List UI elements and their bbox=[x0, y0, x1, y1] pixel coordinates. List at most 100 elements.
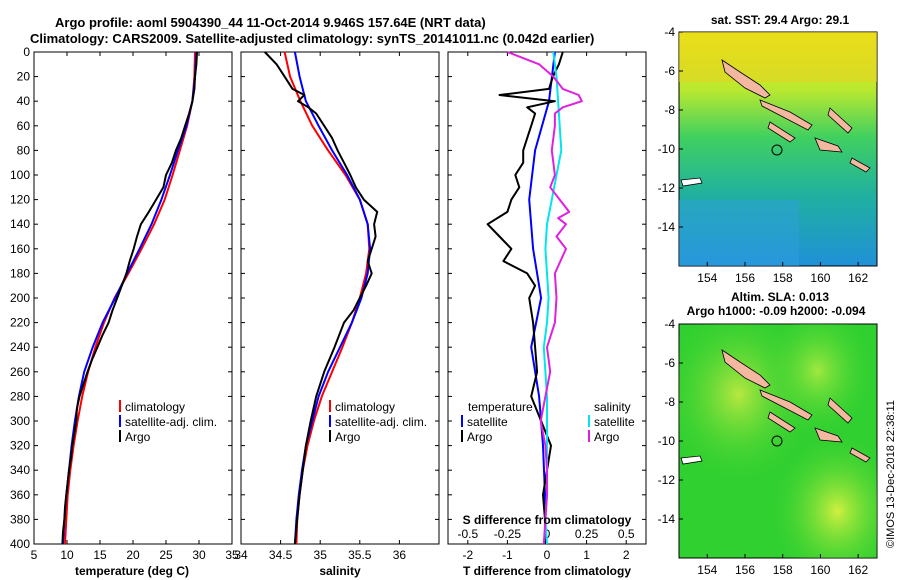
y-tick-label: 80 bbox=[17, 143, 31, 157]
y-tick-label: 180 bbox=[10, 266, 30, 280]
x-tick-label: 2 bbox=[623, 548, 630, 562]
y-tick-label: 280 bbox=[10, 389, 30, 403]
salinity-xlabel: salinity bbox=[319, 564, 361, 578]
legend-label-t-satellite: satellite bbox=[467, 415, 508, 429]
map-y-tick-label: -12 bbox=[658, 473, 676, 487]
x-tick-label: 5 bbox=[31, 548, 38, 562]
series-argo bbox=[61, 51, 198, 545]
island-guadalcanal bbox=[814, 427, 843, 443]
map-x-tick-label: 156 bbox=[735, 271, 755, 285]
legend-label-argo: Argo bbox=[125, 430, 151, 444]
credit-text: ©IMOS 13-Dec-2018 22:38:11 bbox=[885, 400, 897, 548]
island-guadalcanal bbox=[814, 137, 843, 153]
y-tick-label: 220 bbox=[10, 316, 30, 330]
x-tick-label-top: -0.5 bbox=[457, 527, 478, 541]
y-tick-label: 20 bbox=[17, 70, 31, 84]
map-x-tick-label: 160 bbox=[810, 271, 830, 285]
island-santa-isabel bbox=[759, 389, 813, 421]
legend-title-salinity: salinity bbox=[594, 400, 631, 414]
map-y-tick-label: -6 bbox=[664, 356, 675, 370]
y-tick-label: 400 bbox=[10, 537, 30, 551]
map-y-tick-label: -4 bbox=[664, 25, 675, 39]
x-tick-label: 0 bbox=[544, 548, 551, 562]
island-malaita bbox=[827, 107, 853, 134]
x-tick-label-top: 0.25 bbox=[575, 527, 599, 541]
island-santa-isabel bbox=[759, 99, 813, 131]
x-tick-label: -2 bbox=[462, 548, 473, 562]
salinity-legend: climatology satellite-adj. clim. Argo bbox=[329, 400, 427, 444]
map-y-tick-label: -8 bbox=[664, 395, 675, 409]
y-tick-label: 200 bbox=[10, 291, 30, 305]
x-tick-label: 10 bbox=[60, 548, 74, 562]
sst-map-title: sat. SST: 29.4 Argo: 29.1 bbox=[711, 13, 850, 27]
temperature-legend: climatology satellite-adj. clim. Argo bbox=[119, 400, 217, 444]
map-y-tick-label: -8 bbox=[664, 103, 675, 117]
x-tick-label: 1 bbox=[583, 548, 590, 562]
argo-location-marker bbox=[771, 144, 783, 156]
y-tick-label: 240 bbox=[10, 340, 30, 354]
map-x-tick-label: 154 bbox=[697, 271, 717, 285]
series-t-argo bbox=[486, 51, 564, 544]
legend-label-satellite: satellite-adj. clim. bbox=[125, 415, 217, 429]
map-x-tick-label: 156 bbox=[735, 563, 755, 577]
island-makira bbox=[849, 447, 871, 463]
x-tick-label: 20 bbox=[126, 548, 140, 562]
map-x-tick-label: 158 bbox=[773, 271, 793, 285]
map-y-tick-label: -12 bbox=[658, 181, 676, 195]
legend-title-temperature: temperature bbox=[468, 400, 533, 414]
sla-map-title1: Altim. SLA: 0.013 bbox=[731, 290, 829, 304]
title-line1: Argo profile: aoml 5904390_44 11-Oct-201… bbox=[55, 15, 486, 30]
x-tick-label: 25 bbox=[159, 548, 173, 562]
temperature-axes bbox=[33, 51, 233, 545]
map-y-tick-label: -14 bbox=[658, 512, 676, 526]
legend-label-climatology: climatology bbox=[125, 400, 185, 414]
x-tick-label: 34 bbox=[234, 548, 248, 562]
legend-label-satellite: satellite-adj. clim. bbox=[335, 415, 427, 429]
y-tick-label: 340 bbox=[10, 463, 30, 477]
difference-legend-salinity: salinity satellite Argo bbox=[588, 400, 635, 444]
sla-map-title2: Argo h1000: -0.09 h2000: -0.094 bbox=[687, 304, 866, 318]
y-tick-label: 360 bbox=[10, 488, 30, 502]
sst-map bbox=[678, 31, 878, 267]
y-tick-label: 160 bbox=[10, 242, 30, 256]
y-tick-label: 260 bbox=[10, 365, 30, 379]
island-malaita bbox=[827, 397, 853, 424]
legend-label-climatology: climatology bbox=[335, 400, 395, 414]
island-new-georgia bbox=[767, 121, 796, 143]
x-tick-label: -1 bbox=[502, 548, 513, 562]
map-y-tick-label: -4 bbox=[664, 317, 675, 331]
y-tick-label: 380 bbox=[10, 512, 30, 526]
x-tick-label: 35 bbox=[225, 548, 239, 562]
series-argo bbox=[264, 51, 379, 545]
title-line2: Climatology: CARS2009. Satellite-adjuste… bbox=[30, 31, 594, 46]
y-tick-label: 40 bbox=[17, 94, 31, 108]
series-s-argo bbox=[507, 51, 583, 545]
temperature-xlabel: temperature (deg C) bbox=[75, 564, 189, 578]
map-y-tick-label: -6 bbox=[664, 64, 675, 78]
y-tick-label: 120 bbox=[10, 193, 30, 207]
x-tick-label: 35 bbox=[314, 548, 328, 562]
sst-cool-patch bbox=[679, 200, 799, 266]
x-tick-label: 15 bbox=[93, 548, 107, 562]
difference-xlabel: T difference from climatology bbox=[463, 564, 631, 578]
y-tick-label: 100 bbox=[10, 168, 30, 182]
map-y-tick-label: -10 bbox=[658, 142, 676, 156]
island-bougainville bbox=[721, 349, 771, 389]
sst-warm-band bbox=[679, 32, 877, 82]
coast-fragment bbox=[680, 455, 703, 465]
map-x-tick-label: 154 bbox=[697, 563, 717, 577]
x-tick-label-top: 0.5 bbox=[618, 527, 635, 541]
legend-label-t-argo: Argo bbox=[467, 430, 493, 444]
x-tick-label: 36 bbox=[393, 548, 407, 562]
island-makira bbox=[849, 157, 871, 173]
x-tick-label-top: -0.25 bbox=[494, 527, 522, 541]
y-tick-label: 0 bbox=[23, 45, 30, 59]
x-tick-label: 30 bbox=[192, 548, 206, 562]
difference-xlabel-top: S difference from climatology bbox=[463, 513, 632, 527]
salinity-axes bbox=[240, 51, 440, 545]
sla-highlight-3 bbox=[679, 324, 877, 558]
y-tick-label: 320 bbox=[10, 439, 30, 453]
island-new-georgia bbox=[767, 411, 796, 433]
legend-label-s-satellite: satellite bbox=[594, 415, 635, 429]
